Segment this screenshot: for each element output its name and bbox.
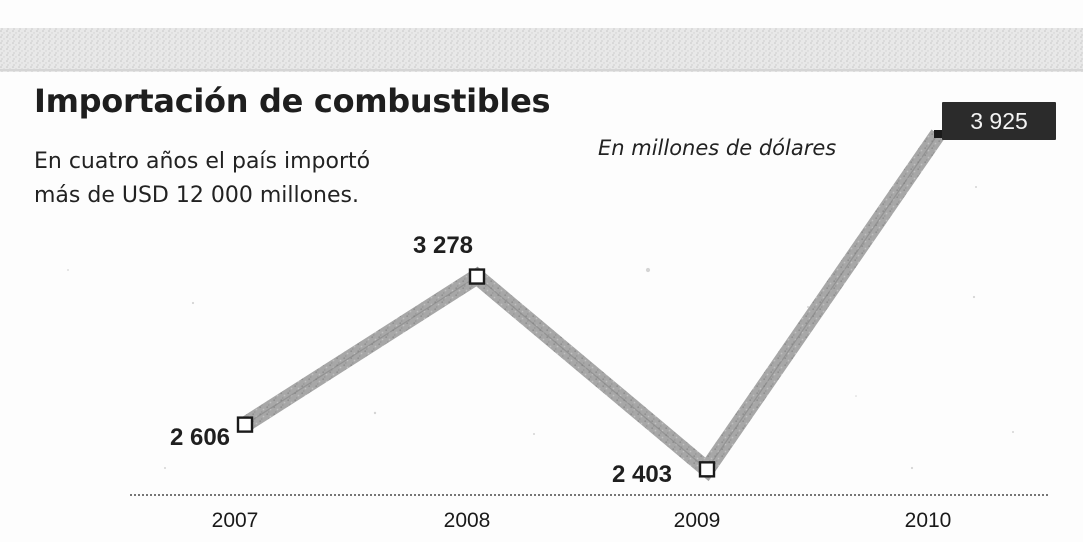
x-tick-label-2007: 2007 bbox=[212, 509, 259, 532]
data-point-2009 bbox=[698, 461, 716, 478]
chart-subtitle: En cuatro años el país importó más de US… bbox=[34, 149, 371, 208]
highlight-value-box bbox=[942, 102, 1056, 140]
top-texture-band bbox=[0, 28, 1083, 72]
data-point-2008 bbox=[468, 268, 486, 285]
data-point-2007 bbox=[236, 416, 254, 433]
series-line bbox=[240, 129, 945, 482]
x-tick-label-2010: 2010 bbox=[905, 509, 952, 532]
data-label-2007: 2 606 bbox=[170, 424, 230, 451]
background-speckles bbox=[67, 186, 1014, 470]
chart-title: Importación de combustibles bbox=[34, 82, 551, 120]
unit-label: En millones de dólares bbox=[598, 136, 837, 160]
data-label-2009: 2 403 bbox=[612, 461, 672, 488]
highlight-value-label: 3 925 bbox=[970, 108, 1028, 134]
series-line-edge bbox=[244, 133, 939, 471]
x-tick-label-2009: 2009 bbox=[674, 509, 721, 532]
x-tick-label-2008: 2008 bbox=[444, 509, 491, 532]
data-point-2010 bbox=[934, 130, 942, 138]
data-label-2008: 3 278 bbox=[413, 232, 473, 259]
